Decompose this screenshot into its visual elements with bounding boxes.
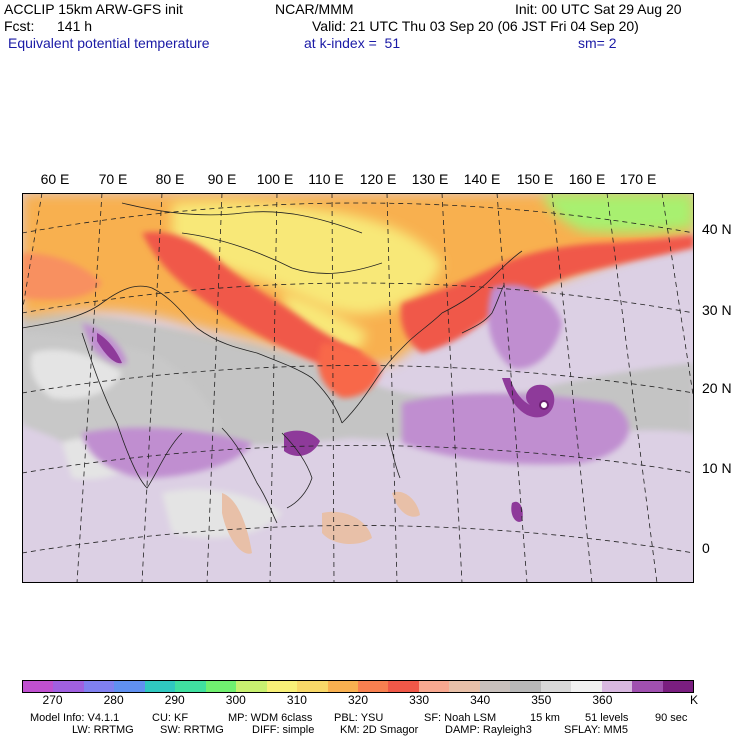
colorbar-swatch xyxy=(540,681,572,692)
lon-label: 70 E xyxy=(98,171,128,187)
forecast-hour: 141 h xyxy=(57,18,93,34)
forecast-label: Fcst: xyxy=(4,18,35,34)
lon-label: 80 E xyxy=(155,171,185,187)
colorbar-tick-label: 270 xyxy=(42,693,63,707)
field-name: Equivalent potential temperature xyxy=(8,35,210,51)
theta-e-map xyxy=(22,193,694,583)
colorbar-tick-label: 360 xyxy=(592,693,613,707)
colorbar-tick-label: 340 xyxy=(470,693,491,707)
model-info-mp: MP: WDM 6class xyxy=(228,712,313,724)
tan-land xyxy=(322,511,372,545)
colorbar-swatch xyxy=(236,681,267,692)
lon-label: 150 E xyxy=(516,171,554,187)
colorbar-swatch xyxy=(205,681,237,692)
colorbar-tick-label: 280 xyxy=(103,693,124,707)
light-gray-patch xyxy=(162,489,282,538)
model-info-sflay: SFLAY: MM5 xyxy=(564,724,628,736)
colorbar-swatch xyxy=(357,681,389,692)
colorbar-swatch xyxy=(662,681,693,692)
colorbar xyxy=(22,680,694,693)
colorbar-swatch xyxy=(388,681,419,692)
lon-label: 100 E xyxy=(256,171,294,187)
model-info-lw: LW: RRTMG xyxy=(72,724,134,736)
colorbar-swatch xyxy=(144,681,176,692)
colorbar-tick-label: 350 xyxy=(531,693,552,707)
colorbar-swatch xyxy=(601,681,633,692)
warm-yellow-2 xyxy=(282,293,367,355)
lat-label: 30 N xyxy=(702,302,732,318)
colorbar-swatch xyxy=(449,681,480,692)
lat-label: 40 N xyxy=(702,221,732,237)
colorbar-tick-label: 290 xyxy=(164,693,185,707)
green-cool xyxy=(542,193,694,234)
model-info-pbl: PBL: YSU xyxy=(334,712,384,724)
model-info-km: KM: 2D Smagor xyxy=(340,724,419,736)
colorbar-swatch xyxy=(418,681,450,692)
typhoon-eye xyxy=(539,400,549,410)
colorbar-swatch xyxy=(479,681,511,692)
smoothing-label: sm= 2 xyxy=(578,35,617,51)
tan-land xyxy=(222,493,252,554)
init-time: Init: 00 UTC Sat 29 Aug 20 xyxy=(515,1,682,17)
model-info-sw: SW: RRTMG xyxy=(160,724,224,736)
valid-time: Valid: 21 UTC Thu 03 Sep 20 (06 JST Fri … xyxy=(312,18,639,34)
lon-label: 120 E xyxy=(359,171,397,187)
colorbar-swatch xyxy=(23,681,54,692)
colorbar-swatch xyxy=(83,681,115,692)
colorbar-swatch xyxy=(327,681,358,692)
level-label: at k-index = 51 xyxy=(304,35,401,51)
model-title: ACCLIP 15km ARW-GFS init xyxy=(4,1,183,17)
colorbar-swatch xyxy=(114,681,145,692)
colorbar-tick-label: 310 xyxy=(286,693,307,707)
lon-label: 140 E xyxy=(463,171,501,187)
colorbar-swatch xyxy=(510,681,541,692)
colorbar-swatch xyxy=(297,681,328,692)
model-info-sf: SF: Noah LSM xyxy=(424,712,497,724)
red-korea-japan xyxy=(400,235,694,353)
colorbar-tick-label: 330 xyxy=(409,693,430,707)
model-info-res: 15 km xyxy=(530,712,560,724)
lat-label: 20 N xyxy=(702,380,732,396)
lat-label: 10 N xyxy=(702,460,732,476)
tan-land xyxy=(392,491,420,517)
dark-purple-patch xyxy=(284,430,320,456)
orange-tail xyxy=(22,253,102,300)
model-info-diff: DIFF: simple xyxy=(252,724,315,736)
model-info-version: Model Info: V4.1.1 xyxy=(30,712,120,724)
light-gray-patch xyxy=(30,349,123,400)
warm-yellow xyxy=(172,201,442,314)
colorbar-swatch xyxy=(266,681,298,692)
red-plateau xyxy=(142,232,362,366)
colorbar-swatch xyxy=(175,681,206,692)
lon-label: 160 E xyxy=(568,171,606,187)
colorbar-tick-label: 320 xyxy=(347,693,369,707)
lon-label: 170 E xyxy=(619,171,657,187)
dark-purple-patch xyxy=(511,501,523,522)
graticule xyxy=(22,193,694,583)
colorbar-swatch xyxy=(632,681,663,692)
dark-purple-patch xyxy=(97,333,122,364)
colorbar-unit: K xyxy=(690,693,699,707)
lon-label: 130 E xyxy=(411,171,449,187)
red-east-china xyxy=(318,343,382,398)
org-label: NCAR/MMM xyxy=(275,1,354,17)
lon-label: 60 E xyxy=(40,171,70,187)
model-info-dt: 90 sec xyxy=(655,712,688,724)
colorbar-tick-label: 300 xyxy=(225,693,246,707)
map-frame xyxy=(22,193,694,583)
model-info-damp: DAMP: Rayleigh3 xyxy=(445,724,532,736)
purple-patch xyxy=(488,284,562,369)
colorbar-swatch xyxy=(571,681,602,692)
lon-label: 110 E xyxy=(308,171,344,187)
model-info-cu: CU: KF xyxy=(152,712,189,724)
lon-label: 90 E xyxy=(207,171,237,187)
colorbar-swatch xyxy=(53,681,84,692)
lat-label: 0 xyxy=(702,540,710,556)
model-info-levels: 51 levels xyxy=(585,712,629,724)
